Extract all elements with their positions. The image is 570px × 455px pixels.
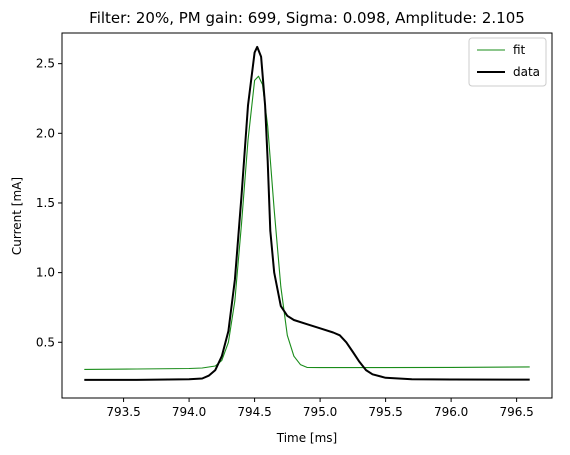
series-line-data	[84, 45, 530, 381]
legend-label-fit: fit	[513, 43, 526, 57]
y-tick-label: 2.5	[36, 57, 55, 71]
x-tick-label: 793.5	[106, 405, 140, 419]
legend-label-data: data	[513, 65, 540, 79]
x-tick-label: 795.0	[303, 405, 337, 419]
x-tick-label: 796.0	[434, 405, 468, 419]
plot-area: 793.5 794.0 794.5 795.0 795.5 796.0 796.5 0.5 1.…	[36, 32, 553, 419]
axes-frame	[61, 32, 553, 399]
x-tick-label: 794.5	[237, 405, 271, 419]
y-tick-label: 0.5	[36, 335, 55, 349]
x-tick-label: 796.5	[499, 405, 533, 419]
x-tick-label: 794.0	[172, 405, 206, 419]
y-axis-label: Current [mA]	[10, 177, 24, 255]
y-tick-label: 1.5	[36, 196, 55, 210]
x-axis-label: Time [ms]	[276, 431, 338, 445]
chart-title: Filter: 20%, PM gain: 699, Sigma: 0.098,…	[89, 9, 525, 27]
legend: fit data	[468, 37, 547, 87]
y-tick-label: 1.0	[36, 266, 55, 280]
series-line-fit	[84, 75, 530, 370]
y-tick-label: 2.0	[36, 126, 55, 140]
x-tick-label: 795.5	[368, 405, 402, 419]
